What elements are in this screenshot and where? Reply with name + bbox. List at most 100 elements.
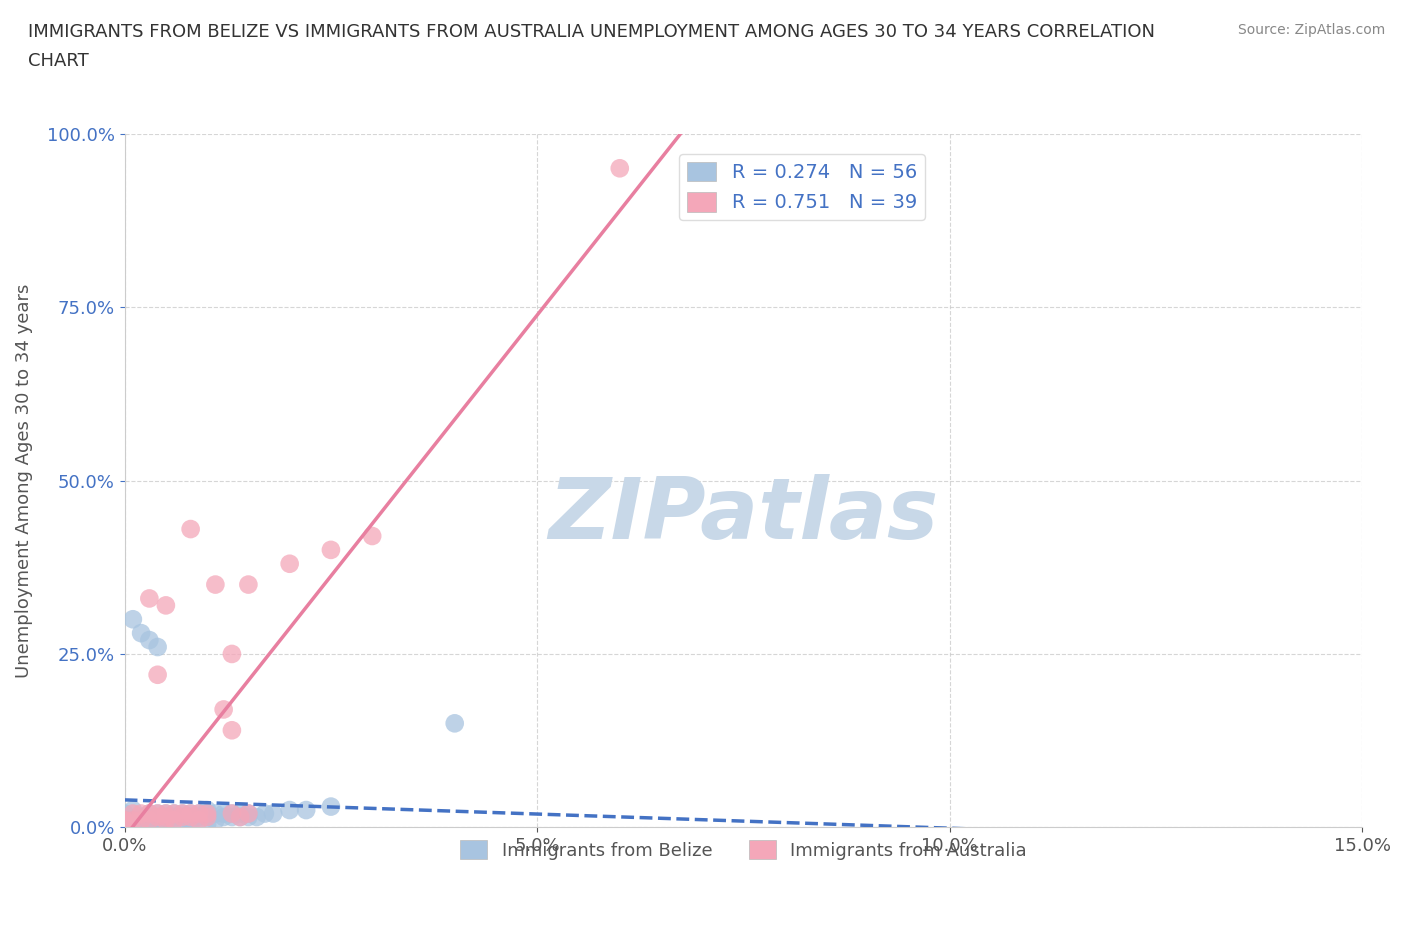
Point	[138, 806, 160, 821]
Point	[278, 556, 301, 571]
Point	[146, 640, 169, 655]
Point	[155, 817, 177, 831]
Text: IMMIGRANTS FROM BELIZE VS IMMIGRANTS FROM AUSTRALIA UNEMPLOYMENT AMONG AGES 30 T: IMMIGRANTS FROM BELIZE VS IMMIGRANTS FRO…	[28, 23, 1156, 71]
Point	[204, 578, 226, 592]
Point	[129, 817, 152, 831]
Point	[238, 806, 260, 821]
Point	[212, 806, 235, 821]
Point	[138, 591, 160, 605]
Point	[138, 817, 160, 831]
Point	[172, 809, 194, 824]
Point	[163, 813, 186, 828]
Point	[180, 806, 202, 821]
Point	[187, 809, 209, 824]
Point	[221, 809, 243, 824]
Point	[114, 806, 136, 821]
Point	[204, 813, 226, 828]
Point	[163, 813, 186, 828]
Point	[238, 578, 260, 592]
Point	[121, 803, 143, 817]
Point	[138, 632, 160, 647]
Point	[114, 813, 136, 828]
Point	[180, 809, 202, 824]
Point	[361, 528, 384, 543]
Point	[121, 813, 143, 828]
Point	[121, 806, 143, 821]
Point	[146, 817, 169, 831]
Point	[253, 806, 276, 821]
Point	[129, 817, 152, 831]
Point	[129, 813, 152, 828]
Text: ZIPatlas: ZIPatlas	[548, 473, 939, 557]
Point	[180, 817, 202, 831]
Point	[180, 809, 202, 824]
Point	[195, 806, 218, 821]
Text: Source: ZipAtlas.com: Source: ZipAtlas.com	[1237, 23, 1385, 37]
Point	[163, 806, 186, 821]
Point	[146, 806, 169, 821]
Point	[295, 803, 318, 817]
Point	[146, 668, 169, 683]
Point	[138, 813, 160, 828]
Point	[155, 813, 177, 828]
Point	[238, 809, 260, 824]
Point	[155, 817, 177, 831]
Point	[221, 646, 243, 661]
Point	[204, 806, 226, 821]
Point	[195, 806, 218, 821]
Point	[155, 598, 177, 613]
Point	[146, 806, 169, 821]
Point	[229, 809, 252, 824]
Point	[121, 813, 143, 828]
Point	[187, 806, 209, 821]
Point	[195, 809, 218, 824]
Point	[155, 809, 177, 824]
Point	[172, 806, 194, 821]
Point	[129, 813, 152, 828]
Point	[180, 813, 202, 828]
Point	[195, 809, 218, 824]
Point	[221, 723, 243, 737]
Point	[138, 806, 160, 821]
Point	[172, 813, 194, 828]
Point	[121, 612, 143, 627]
Point	[146, 809, 169, 824]
Point	[221, 806, 243, 821]
Point	[212, 809, 235, 824]
Point	[163, 806, 186, 821]
Point	[163, 809, 186, 824]
Point	[146, 813, 169, 828]
Point	[262, 806, 284, 821]
Point	[195, 817, 218, 831]
Point	[609, 161, 631, 176]
Point	[172, 806, 194, 821]
Point	[229, 806, 252, 821]
Point	[278, 803, 301, 817]
Point	[180, 806, 202, 821]
Point	[155, 809, 177, 824]
Point	[443, 716, 465, 731]
Point	[138, 817, 160, 831]
Point	[246, 809, 269, 824]
Point	[187, 813, 209, 828]
Point	[155, 806, 177, 821]
Point	[129, 806, 152, 821]
Point	[155, 806, 177, 821]
Point	[138, 809, 160, 824]
Point	[129, 626, 152, 641]
Point	[180, 522, 202, 537]
Point	[114, 813, 136, 828]
Point	[212, 702, 235, 717]
Legend: Immigrants from Belize, Immigrants from Australia: Immigrants from Belize, Immigrants from …	[453, 833, 1033, 867]
Point	[187, 806, 209, 821]
Y-axis label: Unemployment Among Ages 30 to 34 years: Unemployment Among Ages 30 to 34 years	[15, 284, 32, 678]
Point	[221, 806, 243, 821]
Point	[319, 542, 342, 557]
Point	[172, 809, 194, 824]
Point	[195, 803, 218, 817]
Point	[229, 809, 252, 824]
Point	[114, 817, 136, 831]
Point	[129, 809, 152, 824]
Point	[238, 806, 260, 821]
Point	[319, 799, 342, 814]
